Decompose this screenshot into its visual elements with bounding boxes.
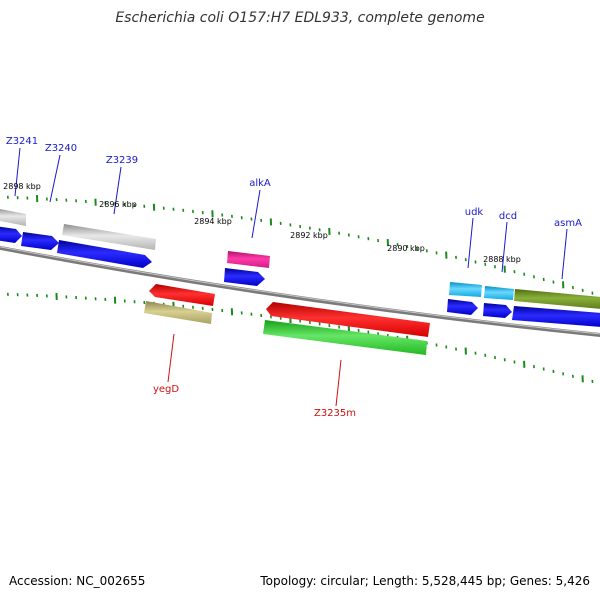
label-udk: udk [465, 207, 484, 218]
label-z3240: Z3240 [45, 143, 77, 154]
genome-backbone [0, 245, 600, 337]
gene-blue-3 [224, 268, 265, 286]
label-z3235m: Z3235m [314, 408, 356, 419]
gene-blue-6 [512, 306, 600, 327]
gene-yegd [144, 301, 212, 324]
gene-blue-4 [447, 299, 478, 315]
gene-z3239 [57, 240, 152, 268]
scale-label-2898: 2898 kbp [3, 182, 41, 191]
label-dcd: dcd [499, 211, 517, 222]
gene-asma [514, 289, 600, 309]
genome-summary-text: Topology: circular; Length: 5,528,445 bp… [260, 574, 590, 588]
gene-z3241 [0, 208, 26, 226]
scale-label-2896: 2896 kbp [99, 200, 137, 209]
accession-text: Accession: NC_002655 [9, 574, 146, 588]
reverse-features [144, 284, 430, 355]
gene-red-small [149, 284, 215, 306]
label-asma: asmA [554, 218, 582, 229]
gene-z3235m [263, 320, 427, 355]
gene-z3240 [62, 224, 156, 250]
label-leaders [14, 147, 568, 407]
scale-label-2892: 2892 kbp [290, 231, 328, 240]
scale-label-2888: 2888 kbp [483, 255, 521, 264]
label-z3241: Z3241 [6, 136, 38, 147]
forward-features [0, 208, 600, 327]
scale-ticks [6, 195, 594, 383]
gene-alka [227, 251, 270, 268]
label-alka: alkA [249, 178, 271, 189]
scale-label-2890: 2890 kbp [387, 244, 425, 253]
gene-blue-5 [483, 303, 512, 318]
scale-label-2894: 2894 kbp [194, 217, 232, 226]
gene-blue-1 [0, 226, 22, 243]
gene-udk [449, 282, 482, 297]
gene-blue-2 [21, 232, 59, 250]
map-title: Escherichia coli O157:H7 EDL933, complet… [115, 10, 485, 26]
gene-red-large [266, 302, 430, 337]
label-z3239: Z3239 [106, 155, 138, 166]
label-yegd: yegD [153, 384, 179, 395]
gene-dcd [484, 286, 514, 300]
